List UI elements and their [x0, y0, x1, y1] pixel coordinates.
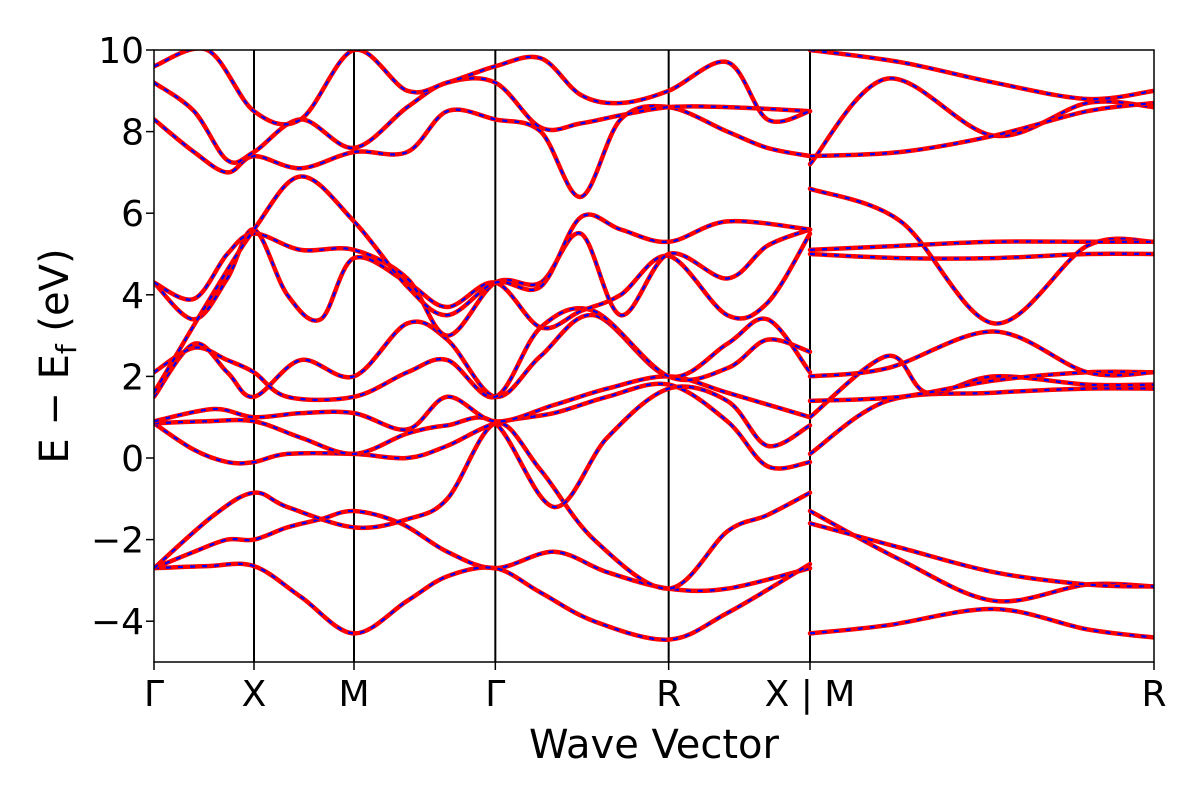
- x-tick-label: Γ: [485, 674, 505, 715]
- band-line-blue-dashed: [809, 77, 1154, 165]
- x-axis-title: Wave Vector: [529, 722, 780, 768]
- band-line-blue-dashed: [154, 421, 811, 590]
- band-line-blue-dashed: [154, 228, 811, 330]
- y-axis-title-sub: f: [50, 343, 83, 354]
- x-tick-label: X: [242, 674, 267, 715]
- band-line-red: [807, 353, 1154, 420]
- x-tick-label: X | M: [765, 674, 856, 715]
- band-line-red: [154, 76, 813, 165]
- band-line-red: [154, 227, 813, 338]
- band-line-red: [154, 227, 813, 331]
- band-line-red: [154, 381, 813, 471]
- band-line-red: [154, 561, 813, 642]
- y-tick-label: 8: [121, 113, 144, 154]
- band-line-red: [154, 50, 813, 127]
- band-line-red: [807, 606, 1154, 640]
- band-line-blue-dashed: [809, 387, 1154, 455]
- y-tick-label: −2: [91, 521, 144, 562]
- band-line-blue-dashed: [809, 522, 1154, 588]
- band-line-blue-dashed: [154, 307, 811, 401]
- x-tick-label: R: [1141, 674, 1166, 715]
- band-line-blue-dashed: [154, 228, 811, 337]
- y-tick-label: 2: [121, 357, 144, 398]
- y-tick-label: 10: [98, 31, 144, 72]
- band-line-red: [807, 100, 1154, 159]
- y-axis-ticks: −4 −2 0 2 4 6 8 10: [91, 31, 154, 643]
- plot-frame: [153, 49, 1155, 663]
- band-line-red: [807, 521, 1154, 589]
- y-axis-title: E − Ef (eV): [32, 248, 83, 463]
- band-line-blue-dashed: [154, 385, 811, 509]
- x-tick-label: M: [338, 674, 369, 715]
- band-line-blue-dashed: [809, 101, 1154, 158]
- band-line-blue-dashed: [809, 510, 1154, 603]
- x-tick-label: R: [656, 674, 681, 715]
- band-line-blue-dashed: [154, 77, 811, 164]
- band-line-red: [807, 369, 1154, 404]
- band-line-red: [807, 508, 1154, 604]
- y-tick-label: 0: [121, 439, 144, 480]
- band-line-blue-dashed: [809, 607, 1154, 639]
- band-line-blue-dashed: [154, 50, 811, 126]
- x-tick-label: Γ: [144, 674, 164, 715]
- band-line-blue-dashed: [809, 50, 1154, 101]
- band-curves: [154, 50, 1154, 642]
- band-line-red: [807, 76, 1154, 167]
- y-axis-title-unit: (eV): [32, 248, 78, 344]
- band-line-blue-dashed: [809, 252, 1154, 260]
- band-line-blue-dashed: [809, 330, 1154, 378]
- y-tick-label: −4: [91, 602, 144, 643]
- band-line-blue-dashed: [809, 240, 1154, 251]
- band-line-blue-dashed: [154, 562, 811, 641]
- x-axis-ticks: Γ X M Γ R X | M R: [144, 662, 1167, 715]
- band-line-blue-dashed: [154, 175, 811, 394]
- y-axis-title-main: E − E: [32, 354, 78, 464]
- band-line-blue-dashed: [154, 314, 811, 398]
- band-line-red: [154, 384, 813, 510]
- y-tick-label: 6: [121, 194, 144, 235]
- y-tick-label: 4: [121, 276, 144, 317]
